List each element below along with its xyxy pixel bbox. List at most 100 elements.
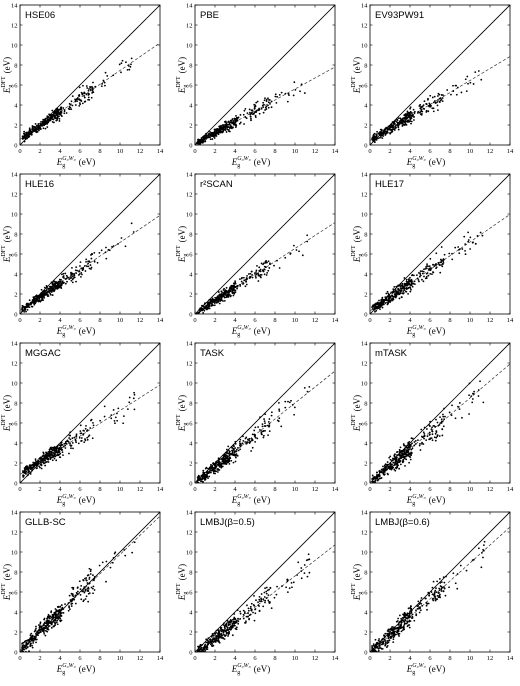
data-point	[265, 100, 268, 103]
data-points	[371, 231, 484, 313]
data-point	[465, 569, 468, 572]
data-point	[425, 272, 428, 275]
data-point	[196, 312, 199, 314]
data-point	[202, 480, 204, 483]
data-point	[392, 466, 395, 469]
data-point	[82, 600, 85, 603]
data-point	[444, 594, 447, 597]
data-point	[73, 273, 76, 276]
data-point	[464, 78, 467, 81]
y-tick-label: 4	[364, 440, 368, 447]
data-point	[85, 595, 88, 598]
data-point	[242, 609, 245, 612]
data-point	[58, 118, 61, 120]
data-point	[248, 617, 251, 620]
x-tick-label: 8	[273, 486, 276, 493]
data-point	[87, 592, 90, 595]
data-point	[375, 309, 378, 312]
data-point	[232, 294, 235, 297]
x-axis-label: EgG₀W₀ (eV)	[56, 494, 96, 507]
data-point	[128, 68, 131, 71]
data-point	[216, 632, 219, 635]
data-point	[53, 454, 56, 457]
data-point	[379, 308, 381, 310]
data-point	[296, 574, 298, 576]
data-point	[207, 637, 210, 640]
data-point	[267, 420, 270, 423]
data-point	[55, 454, 58, 457]
data-point	[233, 624, 236, 627]
data-point	[207, 643, 210, 646]
data-point	[33, 129, 36, 132]
data-point	[226, 460, 228, 463]
data-point	[87, 600, 90, 603]
data-point	[276, 259, 278, 262]
data-point	[403, 452, 405, 455]
data-point	[300, 577, 303, 580]
data-point	[379, 131, 382, 134]
data-point	[59, 284, 62, 286]
data-point	[116, 419, 119, 422]
fit-line	[196, 544, 335, 652]
data-point	[21, 307, 23, 310]
data-point	[41, 458, 44, 460]
data-point	[420, 435, 423, 438]
data-point	[42, 120, 45, 123]
data-point	[388, 127, 391, 130]
y-tick-label: 10	[186, 549, 193, 556]
data-point	[61, 606, 64, 609]
data-point	[236, 284, 239, 287]
data-point	[387, 299, 390, 301]
data-point	[375, 471, 378, 474]
data-point	[377, 132, 380, 135]
data-point	[253, 272, 256, 274]
x-tick-label: 6	[78, 655, 82, 662]
data-point	[87, 589, 90, 592]
data-point	[82, 587, 85, 590]
data-point	[448, 411, 451, 414]
data-points	[196, 385, 311, 483]
data-point	[60, 444, 63, 446]
data-point	[263, 596, 266, 598]
data-point	[258, 595, 261, 598]
data-point	[220, 128, 222, 131]
data-point	[92, 424, 95, 427]
data-point	[38, 129, 40, 132]
y-tick-label: 4	[14, 609, 18, 616]
data-points	[22, 391, 136, 478]
data-point	[436, 421, 439, 424]
panel-title: EV93PW91	[375, 10, 424, 21]
data-point	[372, 643, 375, 646]
y-tick-label: 0	[14, 142, 17, 149]
data-point	[218, 298, 221, 300]
plot-frame	[369, 4, 511, 146]
data-point	[44, 122, 47, 125]
data-point	[380, 477, 383, 479]
data-point	[384, 296, 387, 299]
data-point	[402, 120, 405, 123]
data-point	[288, 587, 291, 590]
data-point	[92, 592, 94, 595]
data-point	[112, 74, 115, 77]
x-tick-label: 14	[157, 317, 164, 324]
y-tick-label: 0	[14, 649, 17, 656]
data-point	[264, 599, 267, 602]
data-point	[466, 75, 469, 78]
y-tick-label: 0	[364, 649, 367, 656]
data-point	[38, 127, 41, 130]
data-point	[212, 304, 214, 307]
data-point	[75, 591, 78, 594]
y-tick-label: 12	[186, 360, 193, 367]
data-point	[44, 464, 47, 467]
data-point	[409, 111, 412, 114]
data-point	[34, 637, 37, 640]
y-tick-label: 0	[189, 649, 192, 656]
x-tick-label: 8	[98, 317, 101, 324]
data-point	[287, 400, 289, 403]
data-point	[30, 465, 32, 467]
data-point	[427, 274, 430, 277]
data-point	[242, 113, 245, 116]
data-point	[31, 128, 34, 131]
data-point	[403, 287, 406, 289]
